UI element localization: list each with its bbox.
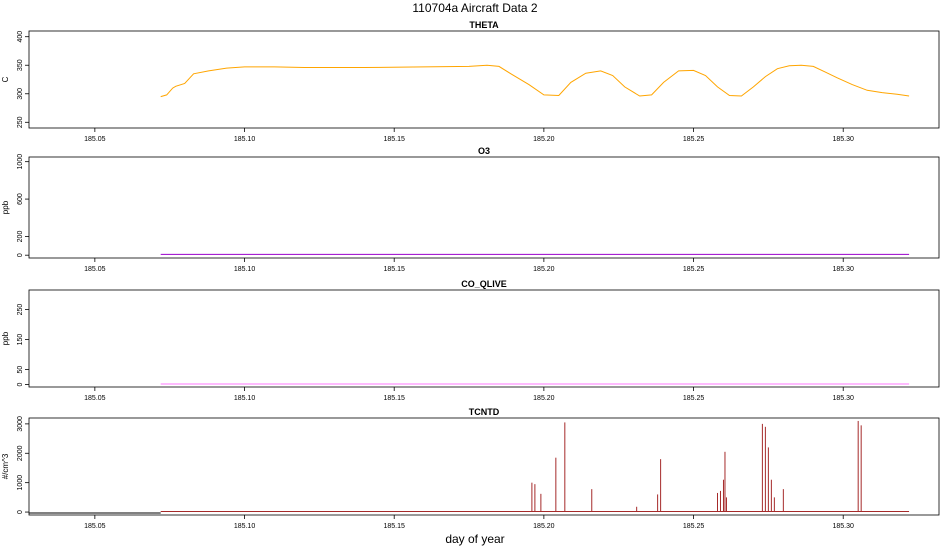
y-tick-label: 200 — [17, 231, 24, 243]
panels-group: THETA C 185.05 185.10 185.15 185.20 185.25 185.… — [1, 20, 940, 530]
y-tick-label: 50 — [17, 366, 24, 374]
y-tick-label: 300 — [17, 88, 24, 100]
x-tick-label: 185.15 — [383, 523, 405, 530]
x-tick-label: 185.10 — [234, 395, 256, 402]
plot-frame — [28, 30, 940, 129]
y-axis-label: ppb — [1, 331, 10, 345]
chart-panel-2: O3 ppb 185.05 185.10 185.15 185.20 185.25 185.3… — [1, 146, 940, 273]
y-tick-label: 600 — [17, 193, 24, 205]
x-tick-label: 185.15 — [383, 136, 405, 143]
x-tick-label: 185.30 — [832, 395, 854, 402]
plot-frame — [28, 417, 940, 516]
x-tick-label: 185.20 — [533, 136, 555, 143]
y-tick-label: 0 — [17, 383, 24, 387]
y-tick-label: 250 — [17, 116, 24, 128]
x-tick-label: 185.05 — [84, 136, 106, 143]
series-line — [160, 64, 910, 98]
chart-panel-4: TCNTD #/cm^3 185.05 185.10 185.15 185.20 185.2… — [1, 407, 940, 530]
x-tick-label: 185.25 — [683, 523, 705, 530]
figure-title: 110704a Aircraft Data 2 — [412, 1, 538, 15]
y-tick-label: 350 — [17, 59, 24, 71]
y-axis-label: C — [1, 76, 10, 82]
x-tick-label: 185.20 — [533, 266, 555, 273]
y-axis-label: #/cm^3 — [1, 453, 10, 479]
y-axis-label: ppb — [1, 200, 10, 214]
x-tick-label: 185.10 — [234, 523, 256, 530]
y-tick-label: 2000 — [17, 445, 24, 461]
x-tick-label: 185.30 — [832, 266, 854, 273]
plot-frame — [28, 289, 940, 388]
x-tick-label: 185.25 — [683, 266, 705, 273]
x-tick-label: 185.15 — [383, 395, 405, 402]
y-tick-label: 1000 — [17, 475, 24, 491]
panel-title: TCNTD — [469, 407, 500, 417]
panel-title: O3 — [478, 146, 490, 156]
y-tick-label: 150 — [17, 334, 24, 346]
panel-title: THETA — [469, 20, 499, 30]
y-tick-label: 0 — [17, 510, 24, 514]
y-tick-label: 0 — [17, 253, 24, 257]
x-tick-label: 185.05 — [84, 523, 106, 530]
chart-panel-1: THETA C 185.05 185.10 185.15 185.20 185.25 185.… — [1, 20, 940, 143]
x-tick-label: 185.20 — [533, 395, 555, 402]
x-tick-label: 185.05 — [84, 266, 106, 273]
x-tick-label: 185.30 — [832, 523, 854, 530]
x-axis-title: day of year — [445, 532, 504, 546]
x-tick-label: 185.30 — [832, 136, 854, 143]
y-tick-label: 3000 — [17, 416, 24, 432]
x-tick-label: 185.20 — [533, 523, 555, 530]
y-tick-label: 400 — [17, 31, 24, 43]
x-tick-label: 185.15 — [383, 266, 405, 273]
panel-title: CO_QLIVE — [461, 279, 507, 289]
y-tick-label: 250 — [17, 304, 24, 316]
x-tick-label: 185.05 — [84, 395, 106, 402]
x-tick-label: 185.25 — [683, 395, 705, 402]
x-tick-label: 185.10 — [234, 136, 256, 143]
x-tick-label: 185.25 — [683, 136, 705, 143]
y-tick-label: 1000 — [17, 154, 24, 170]
plot-frame — [28, 156, 940, 259]
x-tick-label: 185.10 — [234, 266, 256, 273]
